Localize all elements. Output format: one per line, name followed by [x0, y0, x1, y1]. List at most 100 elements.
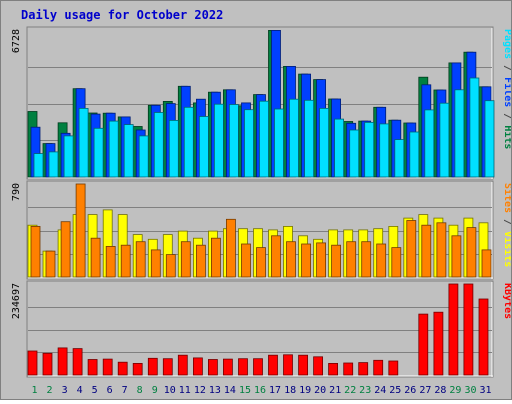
bar-sites-day-6 — [105, 245, 116, 278]
x-axis-day-labels: 1 2 3 4 5 6 7 8 9 10 11 12 13 14 15 16 17 18 19 20 21 22 23 24 2… — [31, 385, 491, 396]
bar-pages-day-24 — [379, 123, 390, 178]
bar-kbytes-day-13 — [207, 359, 218, 376]
axis-legend-part: Hits — [502, 125, 511, 149]
bar-sites-day-24 — [376, 243, 387, 278]
x-tick-label-day-21: 21 — [329, 385, 341, 396]
bar-sites-day-1 — [30, 225, 41, 278]
chart-title: Daily usage for October 2022 — [21, 8, 224, 22]
bar-kbytes-day-12 — [192, 357, 203, 376]
bar-pages-day-29 — [454, 89, 465, 178]
panel-hits-files-pages: 6728 Pages / Files / Hits — [11, 26, 512, 180]
bar-kbytes-day-4 — [72, 348, 83, 376]
bar-sites-day-14 — [225, 218, 236, 278]
x-tick-label-day-12: 12 — [194, 385, 206, 396]
bar-pages-day-4 — [78, 108, 89, 178]
bar-pages-day-26 — [409, 131, 420, 178]
x-tick-label-day-30: 30 — [464, 385, 476, 396]
bar-pages-day-1 — [33, 153, 44, 178]
bar-sites-day-26 — [406, 220, 417, 278]
x-tick-label-day-18: 18 — [284, 385, 296, 396]
bar-kbytes-day-2 — [42, 352, 53, 376]
bar-sites-day-21 — [331, 244, 342, 278]
bar-pages-day-25 — [394, 139, 405, 178]
x-tick-label-day-9: 9 — [152, 385, 158, 396]
x-tick-label-day-2: 2 — [46, 385, 52, 396]
bar-pages-day-12 — [198, 116, 209, 178]
x-tick-label-day-3: 3 — [62, 385, 68, 396]
bar-kbytes-day-9 — [147, 357, 158, 376]
bar-kbytes-day-11 — [177, 354, 188, 376]
x-tick-label-day-22: 22 — [344, 385, 356, 396]
axis-legend-part: Sites — [502, 183, 511, 213]
bar-pages-day-9 — [153, 112, 164, 178]
bar-kbytes-day-3 — [57, 347, 68, 376]
axis-legend-part: Pages — [502, 29, 511, 59]
x-tick-label-day-16: 16 — [254, 385, 266, 396]
bar-kbytes-day-29 — [448, 283, 459, 376]
bar-kbytes-day-1 — [27, 350, 38, 376]
x-tick-label-day-28: 28 — [434, 385, 446, 396]
panel-visits-sites: 790 Sites / Visits — [11, 180, 512, 280]
bar-sites-day-7 — [120, 244, 131, 278]
bar-sites-day-8 — [135, 241, 146, 278]
bar-pages-day-20 — [319, 108, 330, 178]
bar-kbytes-day-31 — [478, 298, 489, 376]
bar-sites-day-30 — [466, 227, 477, 278]
y-axis-max-label: 6728 — [11, 29, 22, 53]
bar-pages-day-21 — [334, 118, 345, 178]
bar-sites-day-27 — [421, 224, 432, 278]
axis-legend-part: KBytes — [502, 283, 511, 319]
bar-kbytes-day-14 — [222, 358, 233, 376]
bar-sites-day-9 — [150, 249, 161, 278]
x-tick-label-day-4: 4 — [77, 385, 83, 396]
bar-pages-day-23 — [364, 122, 375, 178]
bar-sites-day-20 — [316, 242, 327, 278]
bar-sites-day-11 — [180, 241, 191, 278]
y-axis-max-label: 234697 — [11, 283, 22, 319]
bar-kbytes-day-22 — [343, 362, 354, 376]
x-tick-label-day-14: 14 — [224, 385, 236, 396]
x-tick-label-day-26: 26 — [404, 385, 416, 396]
x-tick-label-day-23: 23 — [359, 385, 371, 396]
x-tick-label-day-5: 5 — [92, 385, 98, 396]
bar-kbytes-day-8 — [132, 362, 143, 376]
bar-sites-day-28 — [436, 222, 447, 278]
bar-pages-day-11 — [183, 106, 194, 178]
bar-kbytes-day-18 — [283, 354, 293, 376]
bar-sites-day-4 — [75, 183, 86, 278]
x-tick-label-day-6: 6 — [107, 385, 113, 396]
bar-pages-day-16 — [259, 100, 269, 178]
bar-kbytes-day-21 — [328, 362, 339, 376]
axis-legend-label: Sites / Visits — [502, 183, 511, 267]
bar-kbytes-day-17 — [268, 354, 278, 376]
bar-sites-day-16 — [256, 247, 266, 278]
bar-sites-day-12 — [195, 244, 206, 278]
bar-sites-day-29 — [451, 235, 462, 278]
x-tick-label-day-19: 19 — [299, 385, 311, 396]
bar-kbytes-day-7 — [117, 361, 128, 376]
x-tick-label-day-31: 31 — [479, 385, 491, 396]
bar-sites-day-25 — [391, 247, 402, 278]
bar-kbytes-day-20 — [313, 356, 324, 376]
axis-legend-part: / — [502, 107, 511, 125]
bar-kbytes-day-25 — [388, 360, 399, 376]
bar-kbytes-day-16 — [253, 358, 263, 376]
x-tick-label-day-7: 7 — [122, 385, 128, 396]
y-axis-max-label: 790 — [11, 183, 22, 201]
bar-pages-day-13 — [213, 103, 224, 178]
bar-sites-day-3 — [60, 221, 71, 278]
bar-kbytes-day-15 — [238, 358, 248, 376]
bar-pages-day-2 — [48, 151, 59, 178]
bar-kbytes-day-24 — [373, 359, 384, 376]
bar-kbytes-day-30 — [463, 283, 474, 376]
bar-pages-day-27 — [424, 109, 435, 178]
x-tick-label-day-17: 17 — [269, 385, 281, 396]
bar-pages-day-14 — [228, 104, 239, 178]
x-tick-label-day-11: 11 — [179, 385, 191, 396]
bar-kbytes-day-28 — [433, 311, 444, 376]
axis-legend-part: Files — [502, 77, 511, 107]
bar-pages-day-6 — [108, 120, 119, 178]
bar-pages-day-17 — [274, 108, 284, 178]
